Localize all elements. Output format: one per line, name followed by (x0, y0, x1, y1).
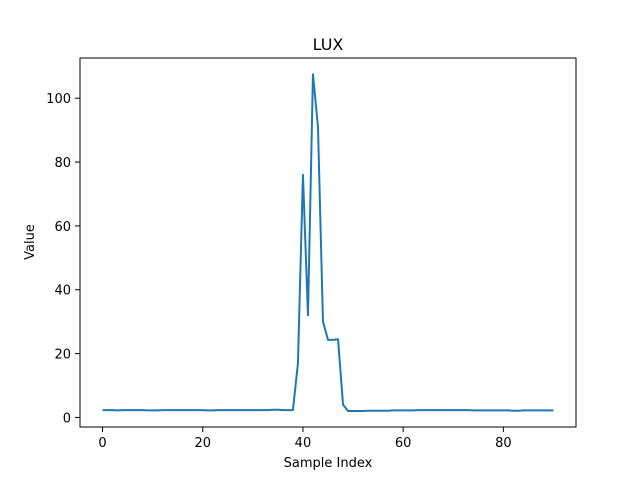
x-tick-label: 60 (395, 436, 412, 451)
y-tick-label: 100 (46, 92, 71, 107)
x-tick-label: 40 (295, 436, 312, 451)
x-axis: 0 20 40 60 80 (98, 427, 512, 451)
x-tick-label: 20 (194, 436, 211, 451)
y-axis-label: Value (23, 224, 38, 260)
series-line-lux (102, 73, 554, 413)
chart-title: LUX (313, 35, 344, 54)
y-tick-label: 80 (54, 156, 71, 171)
y-tick-label: 40 (54, 284, 71, 299)
plot-area-frame (79, 57, 577, 428)
y-tick-label: 20 (54, 348, 71, 363)
x-tick-label: 80 (495, 436, 512, 451)
x-axis-label: Sample Index (284, 456, 373, 471)
y-tick-label: 60 (54, 220, 71, 235)
y-axis: 0 20 40 60 80 100 (46, 92, 80, 426)
y-tick-label: 0 (63, 411, 71, 426)
x-tick-label: 0 (98, 436, 106, 451)
